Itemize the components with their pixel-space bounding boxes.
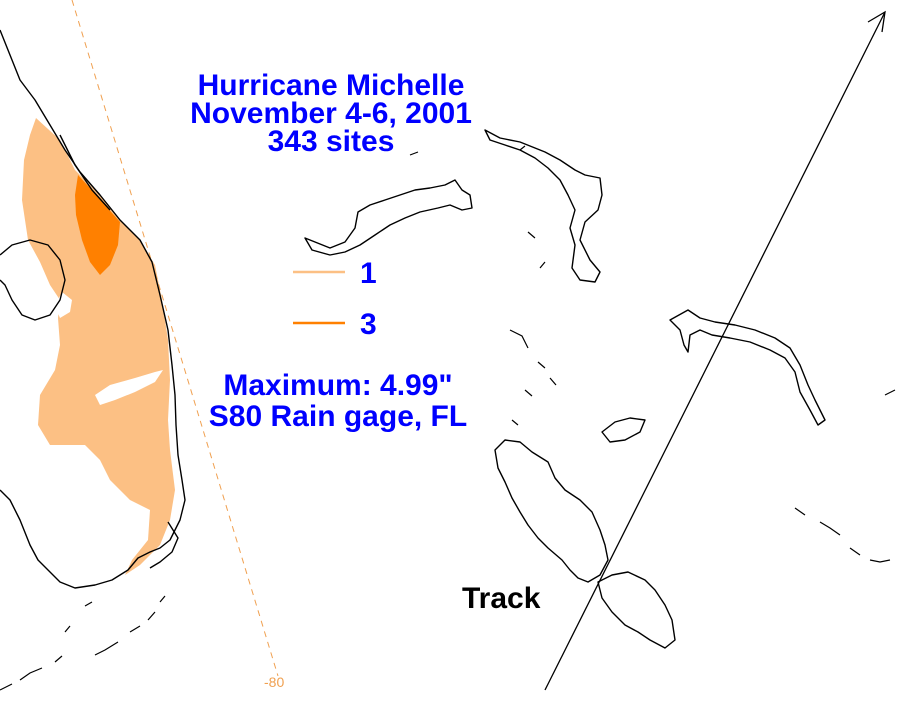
- abaco-cays: [409, 145, 546, 269]
- maximum-line-2: S80 Rain gage, FL: [209, 400, 467, 433]
- andros-south: [597, 571, 676, 649]
- lake-okeechobee-gap: [55, 292, 72, 318]
- map-title-line-2: November 4-6, 2001: [190, 97, 472, 130]
- inner-gap: [95, 370, 163, 405]
- new-providence: [601, 417, 646, 443]
- grand-bahama: [304, 179, 473, 256]
- exuma-cays: [794, 389, 896, 563]
- legend-label-1in: 1: [360, 257, 377, 290]
- abaco-islands: [484, 129, 603, 283]
- florida-keys: [149, 521, 179, 569]
- barrier-island: [59, 134, 111, 211]
- legend-label-3in: 3: [360, 308, 377, 341]
- map-title-line-1: Hurricane Michelle: [198, 69, 465, 102]
- rainfall-area-1in: [22, 118, 175, 575]
- storm-track-line: [544, 11, 886, 691]
- maximum-line-1: Maximum: 4.99": [223, 369, 452, 402]
- meridian-label: -80: [264, 674, 284, 690]
- track-label: Track: [462, 582, 541, 615]
- keys-islets-2: [0, 601, 93, 691]
- lake-okeechobee: [0, 239, 66, 321]
- meridian-line: [71, 0, 279, 677]
- rainfall-area-3in: [75, 175, 120, 275]
- andros: [494, 439, 609, 583]
- map-title-line-3: 343 sites: [268, 125, 395, 158]
- storm-track-arrowhead: [867, 10, 886, 33]
- berry-islands: [509, 329, 557, 426]
- eleuthera: [669, 309, 826, 426]
- keys-islets: [19, 595, 166, 681]
